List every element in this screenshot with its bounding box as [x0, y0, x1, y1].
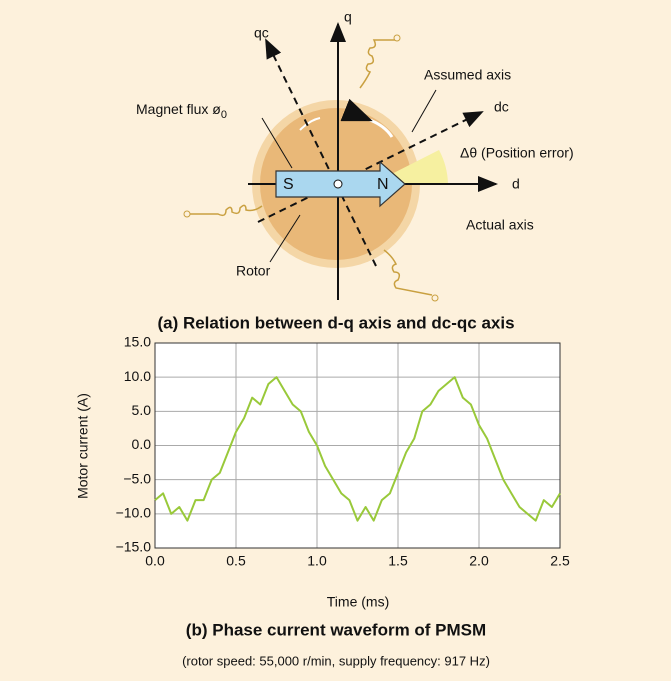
- x-tick-label: 2.0: [469, 553, 489, 569]
- chart-subtitle: (rotor speed: 55,000 r/min, supply frequ…: [182, 653, 490, 668]
- coil-end: [431, 294, 439, 302]
- chart: (b) Phase current waveform of PMSM (roto…: [75, 334, 570, 669]
- label: Actual axis: [466, 217, 534, 233]
- label: Magnet flux ø0: [136, 101, 227, 121]
- coil-end: [183, 210, 191, 218]
- leader: [411, 89, 437, 133]
- qc-axis: [265, 38, 377, 267]
- y-tick-label: 10.0: [124, 368, 151, 384]
- dc-axis: [257, 111, 484, 223]
- x-tick-label: 1.5: [388, 553, 408, 569]
- y-tick-label: −15.0: [116, 539, 152, 555]
- label: Magnet flux ø: [136, 101, 221, 117]
- y-tick-label: 15.0: [124, 334, 151, 350]
- caption: (a) Relation between d-q axis and dc-qc …: [157, 313, 514, 332]
- rotation-arrow: [299, 117, 321, 131]
- coil: [190, 204, 263, 217]
- label: d: [512, 176, 520, 192]
- plot-frame: [154, 342, 561, 549]
- y-tick-label: 5.0: [132, 402, 152, 418]
- line: [154, 376, 561, 522]
- label: Δθ (Position error): [460, 145, 574, 161]
- label: q: [344, 9, 352, 25]
- label: dc: [494, 99, 509, 115]
- y-axis-label: Motor current (A): [75, 393, 91, 499]
- x-tick-label: 2.5: [550, 553, 570, 569]
- y-tick-label: −5.0: [123, 470, 151, 486]
- label: Assumed axis: [424, 67, 511, 83]
- leader: [261, 117, 293, 169]
- y-tick-label: 0.0: [132, 436, 152, 452]
- rotation-arrow: [340, 98, 394, 138]
- diagram: q qc Assumed axis dc Magnet flux ø0 Δθ (…: [136, 9, 574, 333]
- label: Rotor: [236, 263, 271, 279]
- x-axis-label: Time (ms): [327, 594, 389, 610]
- coil: [383, 249, 433, 296]
- coil-end: [393, 34, 401, 42]
- label: S: [283, 176, 294, 193]
- leader: [269, 214, 301, 263]
- label-sub: 0: [221, 109, 227, 121]
- x-tick-label: 1.0: [307, 553, 327, 569]
- coil: [359, 39, 395, 89]
- label: qc: [254, 25, 269, 41]
- x-tick-label: 0.5: [226, 553, 246, 569]
- x-tick-label: 0.0: [145, 553, 165, 569]
- chart-title: (b) Phase current waveform of PMSM: [186, 620, 486, 639]
- label: N: [377, 176, 389, 193]
- center: [333, 179, 343, 189]
- y-tick-label: −10.0: [116, 505, 152, 521]
